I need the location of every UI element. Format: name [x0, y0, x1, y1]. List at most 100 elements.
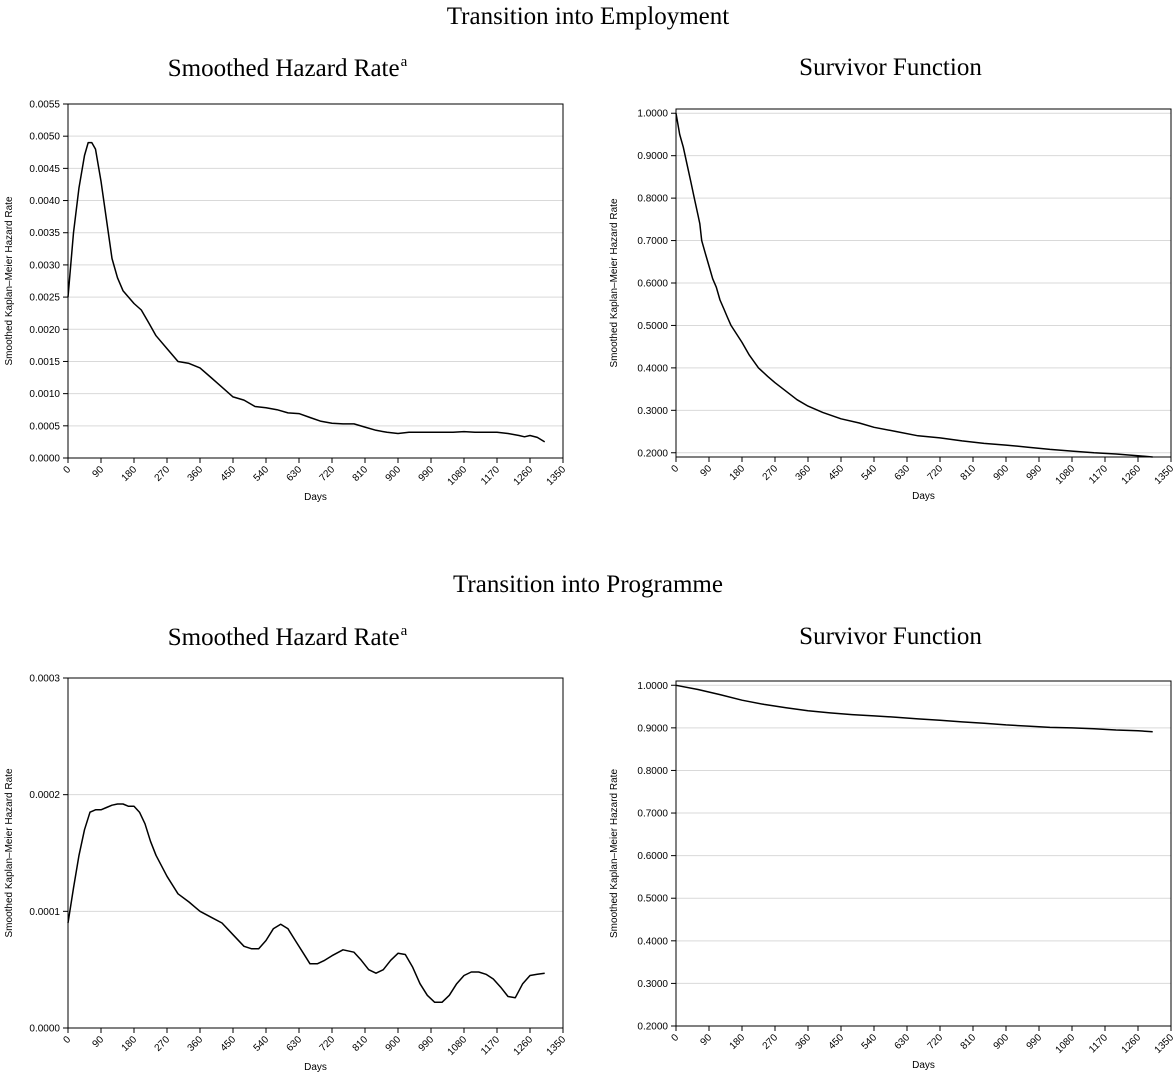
y-tick-label: 1.0000	[637, 109, 668, 120]
y-tick-label: 0.2000	[637, 448, 668, 459]
employment-hazard-panel: Smoothed Hazard Ratea 0.0000 0.0005 0.0010…	[0, 54, 575, 514]
y-tick-label: 0.0000	[29, 1024, 60, 1035]
x-tick-label: 990	[1025, 1032, 1045, 1052]
y-tick-label: 0.2000	[637, 1022, 668, 1033]
x-tick-label: 180	[120, 464, 140, 484]
x-tick-label: 0	[669, 1032, 681, 1044]
y-tick-label: 0.0020	[29, 325, 60, 336]
y-tick-label: 1.0000	[637, 681, 668, 692]
y-tick-label: 0.0035	[29, 228, 60, 239]
y-tick-label: 0.0050	[29, 132, 60, 143]
y-tick-label: 0.0045	[29, 164, 60, 175]
x-tick-label: 630	[893, 1032, 913, 1052]
y-tick-label: 0.0025	[29, 293, 60, 304]
x-tick-label: 180	[120, 1034, 140, 1054]
x-tick-label: 720	[318, 1034, 338, 1054]
y-tick-label: 0.4000	[637, 363, 668, 374]
x-tick-label: 90	[90, 464, 106, 480]
y-tick-label: 0.0030	[29, 260, 60, 271]
series-line	[67, 803, 545, 1004]
x-tick-label: 180	[728, 1032, 748, 1052]
x-tick-label: 900	[384, 1034, 404, 1054]
x-tick-label: 1350	[1153, 463, 1176, 487]
x-tick-label: 450	[219, 1034, 239, 1054]
programme-survivor-panel: Survivor Function 0.2000 0.3000 0.4000 0.50…	[605, 623, 1176, 1079]
y-tick-label: 0.5000	[637, 321, 668, 332]
x-tick-label: 270	[761, 463, 781, 483]
x-tick-label: 360	[794, 1032, 814, 1052]
y-tick-label: 0.0000	[29, 454, 60, 465]
y-tick-label: 0.9000	[637, 151, 668, 162]
y-tick-label: 0.3000	[637, 979, 668, 990]
x-tick-label: 0	[669, 463, 681, 475]
y-tick-label: 0.0001	[29, 907, 60, 918]
x-tick-label: 540	[252, 1034, 272, 1054]
panel-title: Smoothed Hazard Ratea	[0, 54, 575, 83]
employment-hazard-chart: 0.0000 0.0005 0.0010 0.0015 0.0020 0.0025 0.00…	[4, 100, 568, 504]
x-tick-label: 1350	[545, 1034, 569, 1058]
programme-hazard-chart: 0.0000 0.0001 0.0002 0.0003 0 90 180 270 360 450 5…	[4, 674, 569, 1074]
panel-title: Survivor Function	[605, 623, 1176, 651]
y-tick-label: 0.6000	[637, 279, 668, 290]
x-tick-label: 1350	[1153, 1032, 1176, 1056]
series-line	[67, 141, 546, 443]
y-tick-label: 0.0040	[29, 196, 60, 207]
y-axis-label: Smoothed Kaplan–Meier Hazard Rate	[4, 196, 15, 365]
x-tick-label: 810	[351, 464, 371, 484]
x-tick-label: 0	[61, 1034, 73, 1046]
x-tick-label: 900	[384, 464, 404, 484]
x-tick-label: 360	[186, 464, 206, 484]
x-tick-label: 630	[893, 463, 913, 483]
x-tick-label: 270	[761, 1032, 781, 1052]
y-tick-label: 0.8000	[637, 766, 668, 777]
x-axis-label: Days	[304, 1062, 327, 1073]
y-tick-label: 0.3000	[637, 406, 668, 417]
x-tick-label: 1170	[1087, 463, 1110, 486]
programme-survivor-chart: 0.2000 0.3000 0.4000 0.5000 0.6000 0.7000 0.80…	[609, 680, 1176, 1071]
x-tick-label: 1080	[446, 1034, 470, 1058]
x-tick-label: 630	[285, 464, 305, 484]
x-tick-label: 720	[926, 463, 946, 483]
panel-title: Smoothed Hazard Ratea	[0, 623, 575, 652]
x-axis-label: Days	[304, 492, 327, 503]
x-tick-label: 90	[698, 463, 714, 479]
y-axis-label: Smoothed Kaplan–Meier Hazard Rate	[609, 198, 620, 367]
x-tick-label: 270	[153, 1034, 173, 1054]
x-tick-label: 270	[153, 464, 173, 484]
x-tick-label: 720	[926, 1032, 946, 1052]
x-tick-label: 450	[219, 464, 239, 484]
x-tick-label: 990	[417, 464, 437, 484]
y-axis-label: Smoothed Kaplan–Meier Hazard Rate	[609, 769, 620, 938]
plot-frame	[675, 680, 1172, 1027]
x-tick-label: 90	[698, 1032, 714, 1048]
x-tick-label: 1260	[512, 1034, 536, 1058]
y-tick-label: 0.4000	[637, 936, 668, 947]
x-tick-label: 810	[351, 1034, 371, 1054]
plot-frame	[67, 103, 564, 459]
panel-title-text: Survivor Function	[799, 54, 982, 81]
series-line	[675, 113, 1153, 458]
x-tick-label: 810	[959, 463, 979, 483]
x-tick-label: 810	[959, 1032, 979, 1052]
x-axis-label: Days	[912, 491, 935, 502]
x-tick-label: 1080	[446, 464, 470, 488]
x-tick-label: 360	[186, 1034, 206, 1054]
section-title-employment: Transition into Employment	[446, 3, 730, 30]
x-tick-label: 630	[285, 1034, 305, 1054]
series-line	[675, 684, 1153, 733]
y-tick-label: 0.6000	[637, 851, 668, 862]
y-tick-label: 0.5000	[637, 894, 668, 905]
x-tick-label: 450	[827, 1032, 847, 1052]
x-tick-label: 990	[417, 1034, 437, 1054]
x-tick-label: 1260	[512, 464, 536, 488]
y-tick-label: 0.0005	[29, 421, 60, 432]
panel-title-text: Smoothed Hazard Rate	[167, 624, 400, 651]
panel-title: Survivor Function	[605, 54, 1176, 82]
y-tick-label: 0.9000	[637, 723, 668, 734]
section-title-programme: Transition into Programme	[453, 571, 723, 598]
x-tick-label: 450	[827, 463, 847, 483]
y-tick-label: 0.0002	[29, 790, 60, 801]
x-tick-label: 540	[860, 1032, 880, 1052]
y-tick-label: 0.8000	[637, 194, 668, 205]
x-tick-label: 720	[318, 464, 338, 484]
